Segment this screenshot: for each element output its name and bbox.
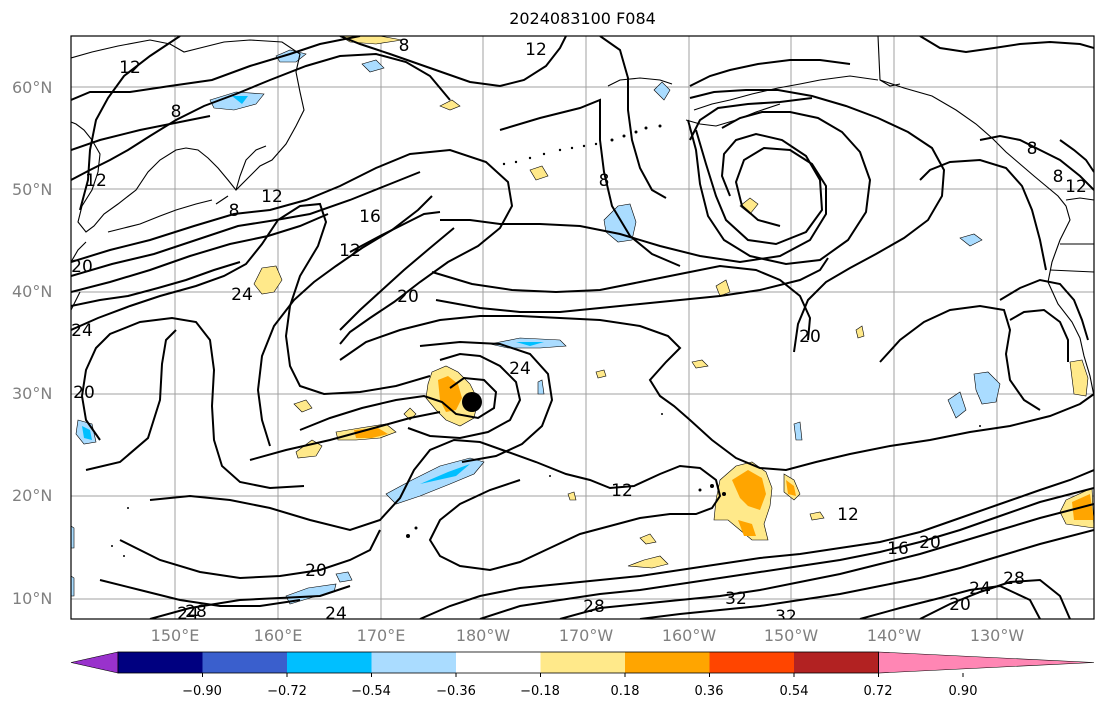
contour-label: 24	[509, 359, 531, 379]
contour-label: 12	[611, 481, 633, 501]
colorbar	[70, 651, 1095, 677]
lon-label: 130°W	[969, 626, 1025, 645]
lon-label: 140°W	[866, 626, 922, 645]
lat-label: 30°N	[12, 384, 53, 403]
colorbar-segment	[540, 652, 625, 673]
contour-label: 24	[177, 604, 199, 624]
contour-label: 12	[1065, 177, 1087, 197]
lon-label: 170°W	[558, 626, 614, 645]
contour-label: 20	[949, 595, 971, 615]
map-frame	[70, 35, 1095, 620]
colorbar-tick-label: −0.72	[267, 684, 307, 699]
contour-label: 20	[799, 327, 821, 347]
lon-label: 150°E	[150, 626, 200, 645]
contour-label: 24	[71, 321, 93, 341]
colorbar-tick-label: −0.90	[182, 684, 222, 699]
lat-label: 20°N	[12, 486, 53, 505]
contour-label: 16	[887, 539, 909, 559]
contour-label: 28	[583, 597, 605, 617]
lon-label: 150°W	[763, 626, 819, 645]
contour-label: 28	[185, 602, 207, 622]
lat-label: 60°N	[12, 78, 53, 97]
contour-label: 8	[1053, 167, 1064, 187]
map-background	[71, 36, 1094, 619]
lat-label: 50°N	[12, 180, 53, 199]
colorbar-segment	[371, 652, 456, 673]
island-chain	[111, 124, 981, 557]
contour-label: 20	[71, 257, 93, 277]
colorbar-arrow-right	[878, 651, 1095, 674]
contour-label: 24	[325, 604, 347, 624]
positive-shading	[253, 36, 1094, 569]
contour-label: 12	[339, 241, 361, 261]
contour-label: 8	[229, 201, 240, 221]
colorbar-tick-label: −0.36	[436, 684, 476, 699]
contour-label: 16	[359, 207, 381, 227]
contour-label: 20	[397, 287, 419, 307]
contour-label: 20	[919, 533, 941, 553]
lat-label: 10°N	[12, 589, 53, 608]
contour-label: 32	[775, 607, 797, 627]
colorbar-segment	[625, 652, 710, 673]
contour-label: 12	[837, 505, 859, 525]
contour-label: 12	[85, 171, 107, 191]
lat-label: 40°N	[12, 282, 53, 301]
colorbar-tick-label: 0.18	[610, 684, 640, 699]
lon-label: 160°E	[253, 626, 303, 645]
storm-center-marker	[462, 392, 482, 412]
colorbar-tick-label: −0.54	[351, 684, 391, 699]
colorbar-arrow-left	[70, 651, 119, 674]
lon-label: 170°E	[356, 626, 406, 645]
colorbar-tick-label: 0.72	[863, 684, 893, 699]
colorbar-segment	[794, 652, 879, 673]
contour-label: 12	[261, 187, 283, 207]
contour-label: 28	[1003, 569, 1025, 589]
contour-label: 32	[725, 589, 747, 609]
contour-label: 8	[599, 171, 610, 191]
colorbar-segment	[709, 652, 794, 673]
lon-label: 160°W	[661, 626, 717, 645]
colorbar-segment	[456, 652, 541, 673]
contour-label: 24	[231, 285, 253, 305]
contour-label: 20	[73, 383, 95, 403]
colorbar-tick-label: 0.54	[779, 684, 809, 699]
colorbar-segment	[287, 652, 372, 673]
contour-label: 24	[969, 579, 991, 599]
colorbar-tick-label: 0.36	[694, 684, 724, 699]
colorbar-tick-label: 0.90	[948, 684, 978, 699]
contour-label: 12	[525, 40, 547, 60]
lon-label: 180°W	[455, 626, 511, 645]
map-title: 2024083100 F084	[509, 9, 656, 28]
grid-lines	[71, 36, 1094, 619]
colorbar-frame	[117, 651, 879, 674]
colorbar-segment	[118, 652, 203, 673]
contour-lines	[71, 36, 1094, 619]
colorbar-segment	[202, 652, 287, 673]
contour-label: 8	[171, 102, 182, 122]
contour-label: 20	[305, 561, 327, 581]
colorbar-tick-label: −0.18	[520, 684, 560, 699]
coastlines	[71, 36, 1094, 397]
contour-label: 8	[1027, 139, 1038, 159]
contour-label: 8	[399, 36, 410, 56]
contour-label: 12	[119, 58, 141, 78]
contour-label-group: 8 12 8 12 8 12 16 12 24 20 24 24 20 20 2…	[71, 36, 1087, 627]
